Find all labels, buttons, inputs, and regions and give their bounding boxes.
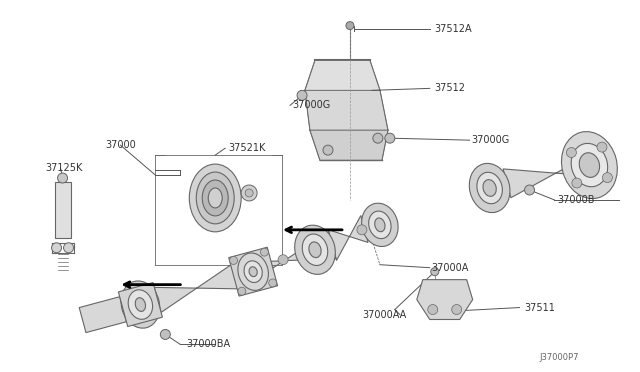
Ellipse shape — [362, 203, 398, 247]
Ellipse shape — [302, 234, 328, 266]
Circle shape — [346, 22, 354, 30]
Circle shape — [260, 248, 268, 256]
Text: 37000BA: 37000BA — [186, 339, 230, 349]
Text: 37511: 37511 — [525, 302, 556, 312]
Polygon shape — [503, 165, 573, 198]
Circle shape — [602, 173, 612, 183]
Ellipse shape — [294, 225, 335, 275]
Polygon shape — [305, 61, 380, 90]
Polygon shape — [154, 264, 239, 312]
Text: 37512: 37512 — [435, 83, 466, 93]
Circle shape — [323, 145, 333, 155]
Text: 37000: 37000 — [106, 140, 136, 150]
Ellipse shape — [579, 153, 600, 177]
Circle shape — [572, 178, 582, 188]
Ellipse shape — [238, 253, 268, 291]
Text: J37000P7: J37000P7 — [540, 353, 579, 362]
Ellipse shape — [202, 180, 228, 216]
Ellipse shape — [477, 172, 502, 204]
Text: 37000G: 37000G — [472, 135, 510, 145]
Circle shape — [452, 305, 461, 314]
Text: 37000A: 37000A — [432, 263, 469, 273]
Polygon shape — [232, 232, 336, 290]
Polygon shape — [305, 90, 388, 130]
Text: 37125K: 37125K — [45, 163, 83, 173]
Ellipse shape — [121, 281, 160, 328]
Circle shape — [525, 185, 534, 195]
Circle shape — [431, 268, 439, 276]
Ellipse shape — [128, 290, 152, 319]
Ellipse shape — [571, 144, 607, 187]
Polygon shape — [228, 247, 278, 296]
Text: 37000B: 37000B — [557, 195, 595, 205]
Polygon shape — [54, 182, 70, 238]
Ellipse shape — [375, 218, 385, 232]
Circle shape — [52, 243, 61, 253]
Polygon shape — [310, 130, 388, 160]
Circle shape — [385, 133, 395, 143]
Circle shape — [278, 255, 288, 265]
Ellipse shape — [189, 164, 241, 232]
Text: 37521K: 37521K — [228, 143, 266, 153]
Circle shape — [245, 189, 253, 197]
Circle shape — [428, 305, 438, 314]
Ellipse shape — [369, 211, 391, 238]
Text: 37000AA: 37000AA — [362, 310, 406, 320]
Polygon shape — [328, 215, 368, 260]
Circle shape — [566, 148, 577, 157]
Circle shape — [269, 279, 276, 287]
Circle shape — [373, 133, 383, 143]
Circle shape — [230, 256, 237, 264]
Text: 37000G: 37000G — [292, 100, 330, 110]
Circle shape — [238, 287, 246, 295]
Circle shape — [241, 185, 257, 201]
Circle shape — [357, 225, 367, 235]
Ellipse shape — [483, 180, 496, 196]
Polygon shape — [118, 283, 163, 327]
Circle shape — [297, 90, 307, 100]
Circle shape — [63, 243, 74, 253]
Polygon shape — [79, 297, 127, 333]
Ellipse shape — [561, 132, 618, 199]
Ellipse shape — [244, 261, 262, 282]
Polygon shape — [417, 280, 473, 320]
Ellipse shape — [469, 163, 510, 212]
Ellipse shape — [249, 267, 257, 277]
Text: 37512A: 37512A — [435, 23, 472, 33]
Ellipse shape — [135, 298, 145, 311]
Ellipse shape — [208, 188, 222, 208]
Circle shape — [58, 173, 68, 183]
Ellipse shape — [196, 172, 234, 224]
Circle shape — [597, 142, 607, 152]
Ellipse shape — [309, 242, 321, 258]
Circle shape — [161, 330, 170, 339]
